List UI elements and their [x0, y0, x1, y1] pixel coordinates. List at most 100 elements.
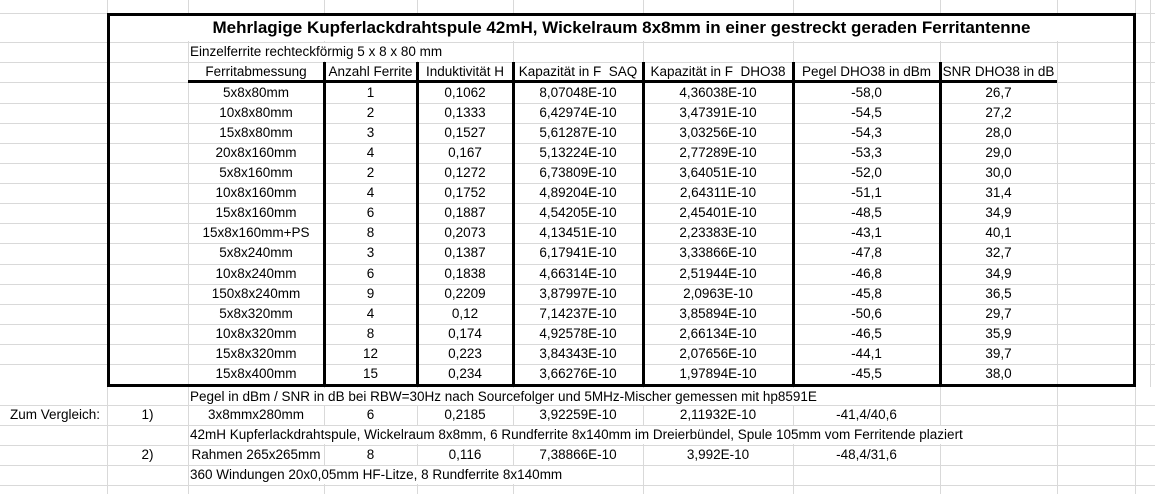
comparison-cell: Rahmen 265x265mm: [191, 447, 321, 462]
grid-line: [0, 324, 1155, 325]
data-cell: 9: [366, 285, 375, 301]
data-cell: 6: [366, 205, 375, 221]
data-cell: 4,13451E-10: [539, 225, 617, 241]
grid-line: [0, 364, 1155, 365]
data-cell: 34,9: [985, 205, 1012, 221]
data-cell: 4,89204E-10: [539, 185, 617, 201]
comparison-cell: 0,2185: [444, 407, 486, 422]
table-title: Mehrlagige Kupferlackdrahtspule 42mH, Wi…: [212, 18, 1031, 37]
comparison-index: 1): [141, 407, 154, 422]
header-cell: Anzahl Ferrite: [328, 64, 413, 79]
data-cell: 0,1527: [444, 125, 486, 141]
data-cell: 5,61287E-10: [539, 125, 617, 141]
data-cell: 29,0: [985, 145, 1012, 161]
data-cell: 8,07048E-10: [539, 84, 617, 100]
comparison-cell: 7,38866E-10: [539, 447, 617, 462]
data-cell: 5x8x80mm: [222, 84, 290, 100]
data-cell: 3,66276E-10: [539, 365, 617, 381]
comparison-cell: 2,11932E-10: [679, 407, 757, 422]
data-cell: 0,1752: [444, 185, 486, 201]
grid-line: [0, 143, 1155, 144]
grid-line: [0, 445, 1155, 446]
grid-line: [0, 465, 1155, 466]
data-cell: 6,73809E-10: [539, 165, 617, 181]
data-cell: 7,14237E-10: [539, 305, 617, 321]
data-cell: 0,12: [451, 305, 479, 321]
data-cell: 4,66314E-10: [539, 265, 617, 281]
header-underline: [188, 80, 1057, 83]
data-cell: -50,6: [851, 305, 882, 321]
comparison-cell: 8: [366, 447, 375, 462]
data-cell: 3: [366, 125, 375, 141]
column-divider: [792, 62, 795, 386]
comparison-cell: 3,992E-10: [686, 447, 750, 462]
data-cell: 15x8x160mm: [215, 205, 297, 221]
data-cell: 8: [366, 325, 375, 341]
comparison-cell: 0,116: [448, 447, 482, 462]
data-cell: -53,3: [851, 145, 882, 161]
data-cell: 2,23383E-10: [679, 225, 757, 241]
data-cell: 2: [366, 165, 375, 181]
grid-line: [0, 264, 1155, 265]
data-cell: 35,9: [985, 325, 1012, 341]
data-cell: 3,85894E-10: [679, 305, 757, 321]
header-cell: Kapazität in F SAQ: [518, 64, 638, 79]
data-cell: 3,87997E-10: [539, 285, 617, 301]
data-cell: 0,1838: [444, 265, 486, 281]
data-cell: 0,167: [448, 145, 482, 161]
grid-line: [0, 243, 1155, 244]
data-cell: 4,36038E-10: [679, 84, 757, 100]
column-divider: [323, 62, 326, 386]
data-cell: 10x8x320mm: [215, 325, 297, 341]
data-cell: -43,1: [851, 225, 882, 241]
data-cell: 0,2209: [444, 285, 486, 301]
grid-line: [1150, 0, 1151, 387]
grid-line: [0, 425, 1155, 426]
data-cell: -52,0: [851, 165, 882, 181]
data-cell: 0,1333: [444, 104, 486, 120]
data-cell: 20x8x160mm: [215, 145, 297, 161]
data-cell: 28,0: [985, 125, 1012, 141]
data-cell: 34,9: [985, 265, 1012, 281]
column-divider: [512, 62, 515, 386]
data-cell: 150x8x240mm: [211, 285, 301, 301]
grid-line: [0, 344, 1155, 345]
data-cell: 0,174: [448, 325, 482, 341]
grid-line: [0, 103, 1155, 104]
header-cell: Induktivität H: [425, 64, 505, 79]
data-cell: -46,8: [851, 265, 882, 281]
data-cell: 8: [366, 225, 375, 241]
data-cell: 3,03256E-10: [679, 125, 757, 141]
data-cell: 0,234: [448, 365, 482, 381]
data-cell: -58,0: [851, 84, 882, 100]
data-cell: 10x8x80mm: [219, 104, 293, 120]
comparison-note: 360 Windungen 20x0,05mm HF-Litze, 8 Rund…: [190, 466, 566, 484]
data-cell: -46,5: [851, 325, 882, 341]
header-cell: SNR DHO38 in dB: [942, 64, 1055, 79]
data-cell: 29,7: [985, 305, 1012, 321]
data-cell: 3,64051E-10: [679, 165, 757, 181]
data-cell: 2,45401E-10: [679, 205, 757, 221]
data-cell: 26,7: [985, 84, 1012, 100]
data-cell: 4,92578E-10: [539, 325, 617, 341]
data-cell: 30,0: [985, 165, 1012, 181]
data-cell: -48,5: [851, 205, 882, 221]
data-cell: 4: [366, 305, 375, 321]
grid-line: [0, 284, 1155, 285]
grid-line: [0, 405, 1155, 406]
table-outer-border: [107, 13, 1136, 387]
data-cell: -54,5: [851, 104, 882, 120]
comparison-note: 42mH Kupferlackdrahtspule, Wickelraum 8x…: [190, 426, 966, 444]
data-cell: 39,7: [985, 345, 1012, 361]
data-cell: 5x8x240mm: [219, 245, 293, 261]
data-cell: 2,07656E-10: [679, 345, 757, 361]
data-cell: 1,97894E-10: [679, 365, 757, 381]
comparison-cell: -41,4/40,6: [836, 407, 897, 422]
data-cell: -51,1: [851, 185, 882, 201]
grid-line: [1057, 0, 1058, 494]
title-merged-cell: [110, 14, 1133, 41]
comparison-cell: 3,92259E-10: [539, 407, 617, 422]
grid-line: [0, 42, 1155, 43]
data-cell: -45,5: [851, 365, 882, 381]
